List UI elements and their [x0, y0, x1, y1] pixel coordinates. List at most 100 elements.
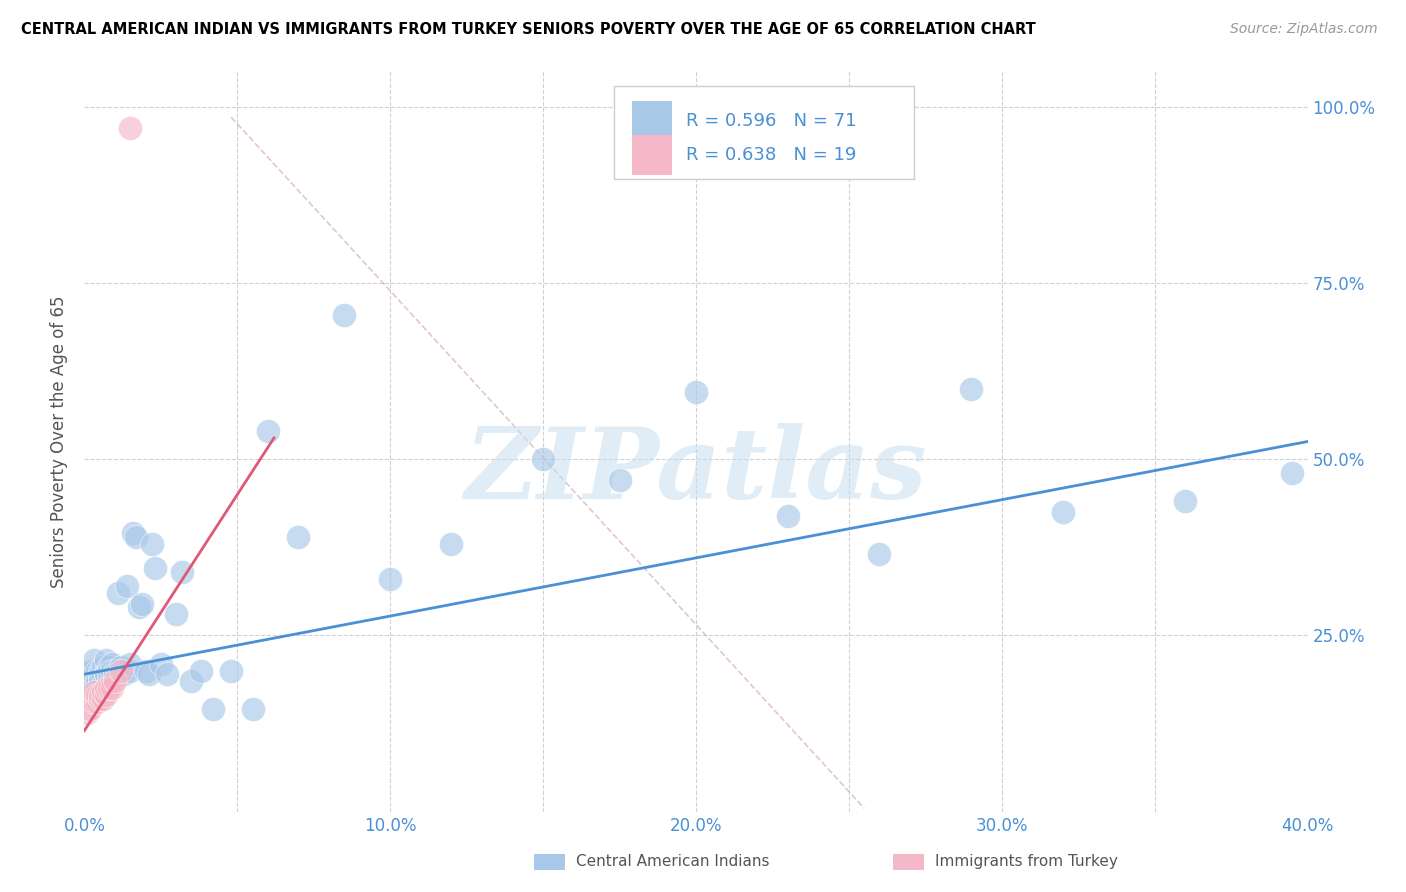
- Point: [135, 664, 157, 678]
- Point: [1174, 494, 1197, 508]
- Point: [91, 660, 114, 674]
- Point: [172, 565, 194, 579]
- Point: [1052, 505, 1074, 519]
- Point: [1281, 467, 1303, 481]
- Point: [76, 695, 98, 709]
- Point: [440, 537, 463, 551]
- Point: [101, 657, 124, 671]
- Point: [97, 681, 120, 696]
- Point: [242, 702, 264, 716]
- Point: [89, 671, 111, 685]
- Point: [107, 664, 129, 678]
- Point: [94, 689, 117, 703]
- Point: [257, 424, 280, 438]
- FancyBboxPatch shape: [633, 135, 672, 176]
- Point: [86, 671, 108, 685]
- Point: [91, 678, 114, 692]
- Text: CENTRAL AMERICAN INDIAN VS IMMIGRANTS FROM TURKEY SENIORS POVERTY OVER THE AGE O: CENTRAL AMERICAN INDIAN VS IMMIGRANTS FR…: [21, 22, 1036, 37]
- Point: [83, 674, 105, 689]
- FancyBboxPatch shape: [633, 101, 672, 141]
- Point: [380, 572, 402, 586]
- Point: [960, 382, 983, 396]
- Y-axis label: Seniors Poverty Over the Age of 65: Seniors Poverty Over the Age of 65: [51, 295, 69, 588]
- Point: [94, 667, 117, 681]
- Point: [122, 526, 145, 541]
- Point: [110, 667, 132, 681]
- Point: [104, 671, 127, 685]
- Point: [83, 685, 105, 699]
- Point: [120, 664, 142, 678]
- Point: [776, 508, 799, 523]
- Point: [94, 667, 117, 681]
- Point: [609, 473, 631, 487]
- Point: [110, 660, 132, 674]
- Point: [79, 664, 101, 678]
- Text: Central American Indians: Central American Indians: [576, 855, 770, 869]
- Point: [89, 667, 111, 681]
- Point: [110, 664, 132, 678]
- Point: [104, 674, 127, 689]
- Point: [156, 667, 179, 681]
- Point: [86, 689, 108, 703]
- Point: [97, 671, 120, 685]
- Point: [531, 452, 554, 467]
- Point: [89, 689, 111, 703]
- Point: [165, 607, 187, 622]
- Point: [149, 657, 172, 671]
- Point: [79, 702, 101, 716]
- Point: [86, 695, 108, 709]
- Point: [86, 664, 108, 678]
- Point: [94, 681, 117, 696]
- Point: [79, 692, 101, 706]
- Point: [869, 547, 891, 561]
- Point: [76, 667, 98, 681]
- Point: [104, 664, 127, 678]
- Point: [76, 706, 98, 720]
- Point: [125, 530, 148, 544]
- Point: [97, 660, 120, 674]
- Point: [219, 664, 242, 678]
- Point: [89, 692, 111, 706]
- Point: [76, 674, 98, 689]
- Text: Source: ZipAtlas.com: Source: ZipAtlas.com: [1230, 22, 1378, 37]
- Point: [101, 681, 124, 696]
- Point: [120, 657, 142, 671]
- Point: [201, 702, 224, 716]
- Point: [333, 308, 356, 322]
- Point: [141, 537, 163, 551]
- Text: R = 0.638   N = 19: R = 0.638 N = 19: [686, 146, 856, 164]
- Point: [115, 579, 138, 593]
- Point: [131, 597, 153, 611]
- Point: [287, 530, 309, 544]
- Point: [190, 664, 212, 678]
- Point: [89, 674, 111, 689]
- Point: [91, 692, 114, 706]
- Point: [101, 664, 124, 678]
- Point: [685, 385, 707, 400]
- Point: [94, 653, 117, 667]
- Text: ZIPatlas: ZIPatlas: [465, 423, 927, 519]
- Point: [83, 681, 105, 696]
- Point: [138, 667, 160, 681]
- Point: [83, 667, 105, 681]
- Text: Immigrants from Turkey: Immigrants from Turkey: [935, 855, 1118, 869]
- Point: [128, 600, 150, 615]
- Point: [107, 586, 129, 600]
- Point: [79, 671, 101, 685]
- Point: [83, 695, 105, 709]
- Point: [97, 664, 120, 678]
- Point: [89, 664, 111, 678]
- Point: [104, 667, 127, 681]
- Point: [112, 664, 135, 678]
- Point: [94, 664, 117, 678]
- FancyBboxPatch shape: [614, 87, 914, 178]
- Point: [91, 667, 114, 681]
- Point: [79, 678, 101, 692]
- Point: [83, 653, 105, 667]
- Text: R = 0.596   N = 71: R = 0.596 N = 71: [686, 112, 856, 130]
- Point: [91, 685, 114, 699]
- Point: [180, 674, 202, 689]
- Point: [112, 667, 135, 681]
- Point: [120, 120, 142, 135]
- Point: [86, 674, 108, 689]
